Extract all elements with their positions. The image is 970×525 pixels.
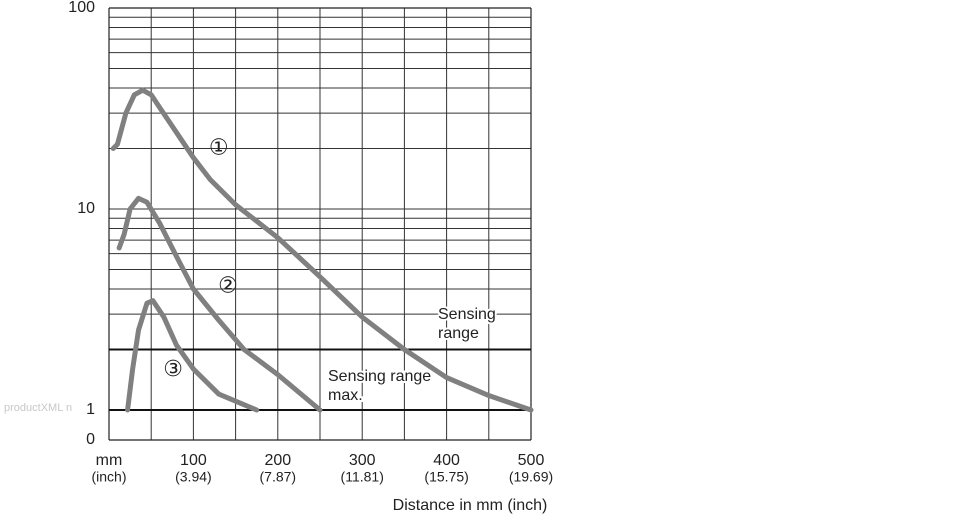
x-axis-label: Distance in mm (inch): [393, 497, 548, 514]
curve-label: ③: [163, 356, 183, 381]
watermark: productXML n: [4, 402, 72, 414]
curve-label: ①: [209, 134, 229, 159]
curve: [116, 195, 323, 413]
x-tick-label: 500: [518, 452, 545, 469]
curve: [125, 298, 260, 413]
curve: [110, 87, 534, 413]
annotation: Sensing: [438, 306, 496, 323]
y-tick-label: 0: [86, 431, 95, 448]
x-tick-sublabel: (19.69): [509, 469, 553, 485]
x-tick-sublabel: (7.87): [260, 469, 297, 485]
x-tick-label: 200: [264, 452, 291, 469]
y-tick-label: 10: [77, 200, 95, 217]
x-tick-sublabel: (11.81): [341, 469, 384, 485]
x-tick-label: 300: [349, 452, 376, 469]
x-tick-sublabel: (15.75): [424, 469, 468, 485]
annotation: max.: [328, 387, 363, 404]
y-tick-label: 100: [68, 0, 95, 16]
x-tick-label: 400: [433, 452, 460, 469]
annotation: range: [438, 325, 479, 342]
annotation: Sensing range: [328, 368, 431, 385]
x-tick-label: mm: [96, 452, 123, 469]
curve-label: ②: [218, 273, 238, 298]
x-tick-sublabel: (inch): [91, 469, 126, 485]
y-tick-label: 1: [86, 401, 95, 418]
x-tick-sublabel: (3.94): [175, 469, 212, 485]
x-tick-label: 100: [180, 452, 207, 469]
